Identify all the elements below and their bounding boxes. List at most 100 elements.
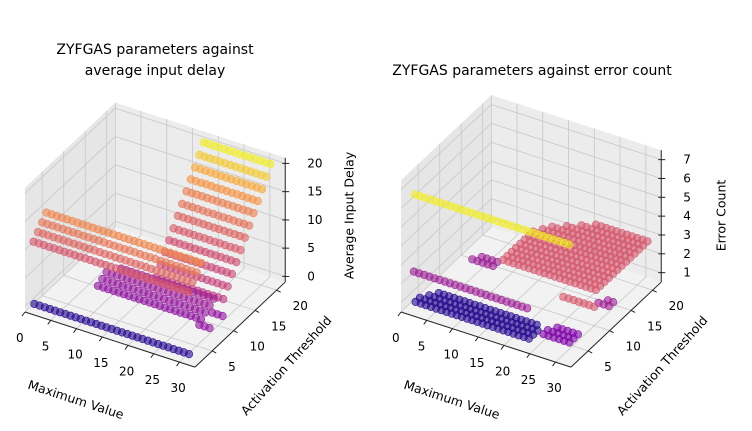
left-x-tick xyxy=(21,311,26,317)
left-grid-z xyxy=(24,108,116,194)
left-data-point xyxy=(219,295,228,304)
right-y-tick xyxy=(630,309,636,313)
left-grid-x xyxy=(179,276,271,363)
left-x-tick xyxy=(47,320,52,325)
right-data-point xyxy=(488,261,498,271)
left-data-point xyxy=(196,315,206,324)
right-data-point xyxy=(565,338,574,347)
right-data-point xyxy=(604,302,613,311)
right-x-tick-label: 5 xyxy=(418,339,426,353)
right-y-axis-line xyxy=(570,281,662,368)
right-y-tick-label: 5 xyxy=(604,360,612,374)
right-data-point xyxy=(523,304,532,313)
left-y-axis-line xyxy=(194,281,286,368)
right-grid-z xyxy=(491,104,662,161)
left-x-tick xyxy=(98,336,103,342)
left-data-point xyxy=(236,246,245,255)
left-z-tick-label: 10 xyxy=(307,213,322,227)
left-data-point xyxy=(188,278,197,287)
right-zaxis-label: Error Count xyxy=(713,179,729,252)
left-data-point xyxy=(218,311,227,321)
left-data-point xyxy=(196,258,206,267)
left-grid-z xyxy=(115,164,286,221)
left-y-tick xyxy=(254,309,260,313)
left-y-tick-label: 10 xyxy=(250,340,265,354)
left-data-point xyxy=(223,282,232,291)
left-y-tick-label: 15 xyxy=(271,319,286,333)
right-z-tick-label: 2 xyxy=(683,247,691,261)
right-y-tick-label: 10 xyxy=(626,340,641,354)
right-data-point xyxy=(590,302,599,311)
left-y-tick-label: 20 xyxy=(293,299,308,313)
right-z-tick-label: 3 xyxy=(683,228,691,242)
right-y-tick xyxy=(609,330,614,334)
right-x-tick-label: 15 xyxy=(469,356,484,370)
left-z-tick-label: 20 xyxy=(307,156,322,170)
right-z-tick-label: 7 xyxy=(683,153,691,167)
left-data-point xyxy=(253,197,262,206)
left-data-point xyxy=(184,287,193,297)
right-grid-z xyxy=(400,141,492,228)
left-y-tick xyxy=(233,330,238,334)
left-x-tick-label: 30 xyxy=(171,381,186,395)
right-x-tick xyxy=(500,345,505,350)
right-x-tick-label: 25 xyxy=(521,373,536,387)
left-grid-z xyxy=(115,136,286,193)
left-data-point xyxy=(240,233,249,242)
right-grid-z xyxy=(400,179,492,266)
right-chart-title: ZYFGAS parameters against error count xyxy=(372,61,692,82)
right-grid-z xyxy=(400,217,492,303)
right-x-tick xyxy=(423,320,428,325)
left-x-tick xyxy=(176,361,180,367)
right-z-tick-label: 1 xyxy=(683,266,691,280)
left-title-line-1: ZYFGAS parameters against xyxy=(56,42,254,58)
left-data-point xyxy=(227,269,236,279)
left-chart-title: ZYFGAS parameters against average input … xyxy=(35,40,275,82)
left-z-tick-label: 5 xyxy=(307,241,315,255)
right-grid-z xyxy=(400,104,492,190)
right-x-tick xyxy=(552,361,556,367)
left-x-tick-label: 25 xyxy=(145,373,160,387)
left-data-point xyxy=(258,185,267,194)
left-x-tick xyxy=(150,353,155,359)
left-grid-z xyxy=(24,192,116,279)
right-grid-z xyxy=(491,160,662,217)
right-grid-z xyxy=(491,179,662,236)
right-z-tick-label: 6 xyxy=(683,171,691,185)
right-y-tick-label: 15 xyxy=(647,319,662,333)
right-grid-y xyxy=(439,275,610,332)
left-grid-z xyxy=(24,136,116,222)
right-grid-x xyxy=(555,276,647,363)
left-grid-z xyxy=(115,107,286,164)
right-grid-z xyxy=(491,141,662,198)
right-y-tick xyxy=(652,289,657,293)
right-data-point xyxy=(591,285,601,295)
left-data-point xyxy=(266,160,275,169)
left-y-tick-label: 5 xyxy=(228,360,236,374)
left-grid-z xyxy=(24,221,116,307)
right-x-tick xyxy=(526,353,531,359)
left-grid-y xyxy=(42,295,213,352)
right-x-tick xyxy=(449,328,453,334)
left-zaxis-label: Average Input Delay xyxy=(341,151,357,280)
right-x-tick-label: 30 xyxy=(547,381,562,395)
right-x-tick-label: 20 xyxy=(495,364,510,378)
left-data-point xyxy=(209,294,218,303)
right-x-tick xyxy=(474,336,479,342)
left-title-line-2: average input delay xyxy=(84,63,226,79)
left-y-tick xyxy=(276,289,281,293)
right-title-line-1: ZYFGAS parameters against error count xyxy=(392,63,672,79)
right-z-tick-label: 5 xyxy=(683,190,691,204)
left-data-point xyxy=(201,308,210,317)
left-x-axis-line xyxy=(24,311,196,368)
left-data-point xyxy=(184,350,194,359)
right-y-tick xyxy=(587,350,593,354)
right-y-tick-label: 20 xyxy=(669,299,684,313)
left-data-point xyxy=(205,324,214,333)
right-x-tick-label: 0 xyxy=(392,331,400,345)
left-x-tick xyxy=(73,328,77,334)
right-data-point xyxy=(565,240,574,249)
left-x-tick-label: 5 xyxy=(42,339,50,353)
left-x-tick-label: 15 xyxy=(93,356,108,370)
